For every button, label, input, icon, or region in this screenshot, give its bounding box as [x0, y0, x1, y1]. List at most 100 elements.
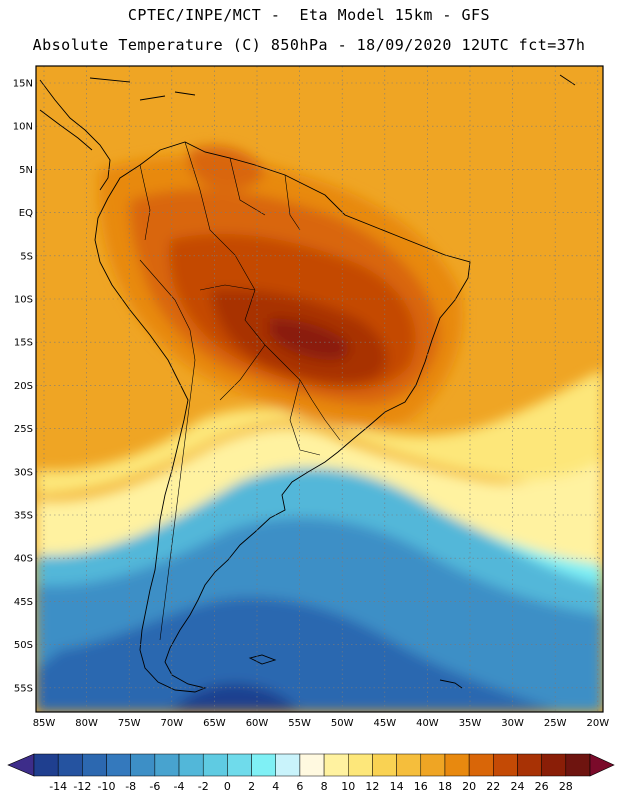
- colorbar-label: 10: [341, 780, 355, 793]
- colorbar-swatch: [251, 753, 276, 777]
- colorbar-swatch: [396, 753, 422, 777]
- north-hot-zone: [188, 146, 265, 190]
- colorbar-swatch: [517, 753, 542, 777]
- lat-label: 30S: [14, 467, 33, 478]
- lat-label: 5S: [20, 251, 33, 262]
- border-brazil: [184, 141, 341, 441]
- colorbar-label: 0: [224, 780, 231, 793]
- longitude-labels: 85W 80W 75W 70W 65W 60W 55W 50W 45W 40W 35W 30W 25W 2…: [33, 718, 610, 729]
- map-frame: [35, 65, 604, 713]
- colorbar-label: 22: [486, 780, 500, 793]
- colorbar: -14 -12 -10 -8 -6 -4 -2 0 2 4 6 8 10 12 14 16 18 20 22 24 26…: [7, 753, 615, 793]
- lon-label: 75W: [118, 718, 141, 729]
- colorbar-swatch: [565, 753, 591, 777]
- lat-label: 10S: [14, 295, 33, 306]
- falkland-islands: [248, 654, 277, 665]
- colorbar-swatch: [420, 753, 446, 777]
- colorbar-label: 14: [390, 780, 404, 793]
- lon-label: 40W: [416, 718, 439, 729]
- lat-label: 5N: [19, 165, 33, 176]
- colorbar-swatch: [493, 753, 518, 777]
- lat-label: 55S: [14, 683, 33, 694]
- colorbar-swatch: [82, 753, 107, 777]
- lat-label: 15S: [14, 338, 33, 349]
- colorbar-swatch: [372, 753, 397, 777]
- colorbar-swatch: [468, 753, 494, 777]
- colorbar-label: -2: [198, 780, 209, 793]
- colorbar-swatch: [33, 753, 59, 777]
- lon-label: 30W: [501, 718, 524, 729]
- border-south: [199, 284, 321, 456]
- colorbar-label: 6: [296, 780, 303, 793]
- title-line-1: CPTEC/INPE/MCT - Eta Model 15km - GFS: [127, 6, 491, 24]
- colorbar-label: 2: [248, 780, 255, 793]
- lon-label: 85W: [33, 718, 56, 729]
- lat-label: 15N: [13, 79, 33, 90]
- lon-label: 70W: [160, 718, 183, 729]
- colorbar-swatch: [227, 753, 252, 777]
- central-america-outline: [39, 79, 111, 191]
- colorbar-swatch: [130, 753, 156, 777]
- lat-label: 25S: [14, 424, 33, 435]
- yellow-band: [36, 370, 603, 495]
- colorbar-swatch: [154, 753, 180, 777]
- colorbar-swatch: [444, 753, 470, 777]
- colorbar-swatch: [275, 753, 301, 777]
- colorbar-swatch: [541, 753, 567, 777]
- lat-label: 40S: [14, 554, 33, 565]
- latitude-labels: 15N 10N 5N EQ 5S 10S 15S 20S 25S 30S 35S 40S 45S 50S 5…: [13, 79, 33, 695]
- colorbar-label: 4: [272, 780, 279, 793]
- border-andes: [139, 259, 196, 641]
- colorbar-label: 18: [438, 780, 452, 793]
- lat-label: 50S: [14, 640, 33, 651]
- lon-label: 65W: [203, 718, 226, 729]
- lon-label: 35W: [459, 718, 482, 729]
- cold-zone-deep: [36, 597, 560, 712]
- lon-label: 60W: [246, 718, 269, 729]
- colorbar-swatch: [106, 753, 131, 777]
- colorbar-swatch: [323, 753, 349, 777]
- colorbar-label: 8: [321, 780, 328, 793]
- colorbar-arrow-low: [7, 753, 35, 777]
- colorbar-label: -10: [98, 780, 116, 793]
- colorbar-label: 20: [462, 780, 476, 793]
- coastlines: [39, 74, 576, 693]
- temperature-field: [36, 66, 603, 712]
- south-georgia: [439, 679, 463, 689]
- lat-label: 20S: [14, 381, 33, 392]
- colorbar-arrow-high: [589, 753, 615, 777]
- colorbar-swatch: [348, 753, 373, 777]
- lon-label: 20W: [586, 718, 609, 729]
- colorbar-label: -14: [49, 780, 67, 793]
- lat-label: 10N: [13, 122, 33, 133]
- colorbar-label: -4: [174, 780, 185, 793]
- lon-label: 80W: [75, 718, 98, 729]
- colorbar-label: -6: [149, 780, 160, 793]
- lon-label: 55W: [288, 718, 311, 729]
- colorbar-label: 28: [559, 780, 573, 793]
- south-america-outline: [94, 141, 471, 693]
- colorbar-label: 16: [414, 780, 428, 793]
- border-north: [139, 157, 301, 241]
- peak-zone: [270, 318, 349, 361]
- colorbar-label: -12: [73, 780, 91, 793]
- lon-label: 25W: [544, 718, 567, 729]
- colorbar-swatch: [299, 753, 325, 777]
- colorbar-swatch: [202, 753, 228, 777]
- colorbar-swatch: [178, 753, 204, 777]
- title-line-2: Absolute Temperature (C) 850hPa - 18/09/…: [32, 36, 586, 54]
- graticule: [36, 66, 603, 712]
- colorbar-label: 12: [365, 780, 379, 793]
- colorbar-swatch: [57, 753, 83, 777]
- lat-label: 35S: [14, 511, 33, 522]
- lat-label: EQ: [19, 208, 33, 219]
- colorbar-label: 24: [510, 780, 524, 793]
- colorbar-label: 26: [535, 780, 549, 793]
- caribbean-islands: [89, 74, 576, 101]
- lon-label: 45W: [373, 718, 396, 729]
- lat-label: 45S: [14, 597, 33, 608]
- country-borders: [139, 141, 341, 641]
- colorbar-label: -8: [125, 780, 136, 793]
- lon-label: 50W: [331, 718, 354, 729]
